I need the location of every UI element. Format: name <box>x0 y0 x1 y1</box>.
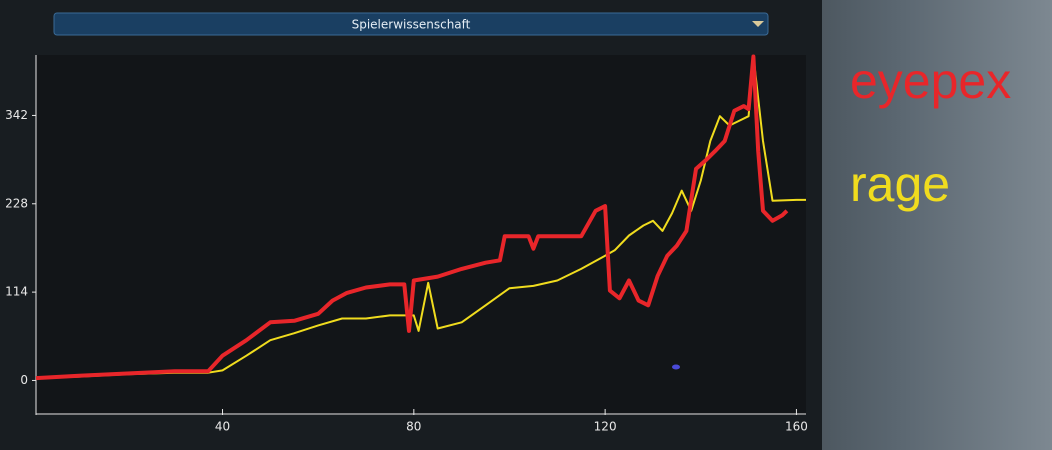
series-line <box>35 54 789 381</box>
dropdown-arrow <box>752 21 764 27</box>
x-tick-label: 80 <box>406 420 421 434</box>
y-tick-label: 342 <box>5 108 28 122</box>
plot-area <box>36 55 806 415</box>
y-tick-label: 114 <box>5 285 28 299</box>
y-tick-label: 228 <box>5 196 28 210</box>
stray-mark <box>672 364 680 370</box>
dropdown-label: Spielerwissenschaft <box>352 18 471 32</box>
dropdown[interactable] <box>53 12 769 36</box>
legend-entry: rage <box>850 156 950 212</box>
x-tick-label: 40 <box>215 420 230 434</box>
y-tick-label: 0 <box>20 373 28 387</box>
x-tick-label: 160 <box>785 420 808 434</box>
x-tick-label: 120 <box>594 420 617 434</box>
legend-entry: eyepex <box>850 53 1011 109</box>
